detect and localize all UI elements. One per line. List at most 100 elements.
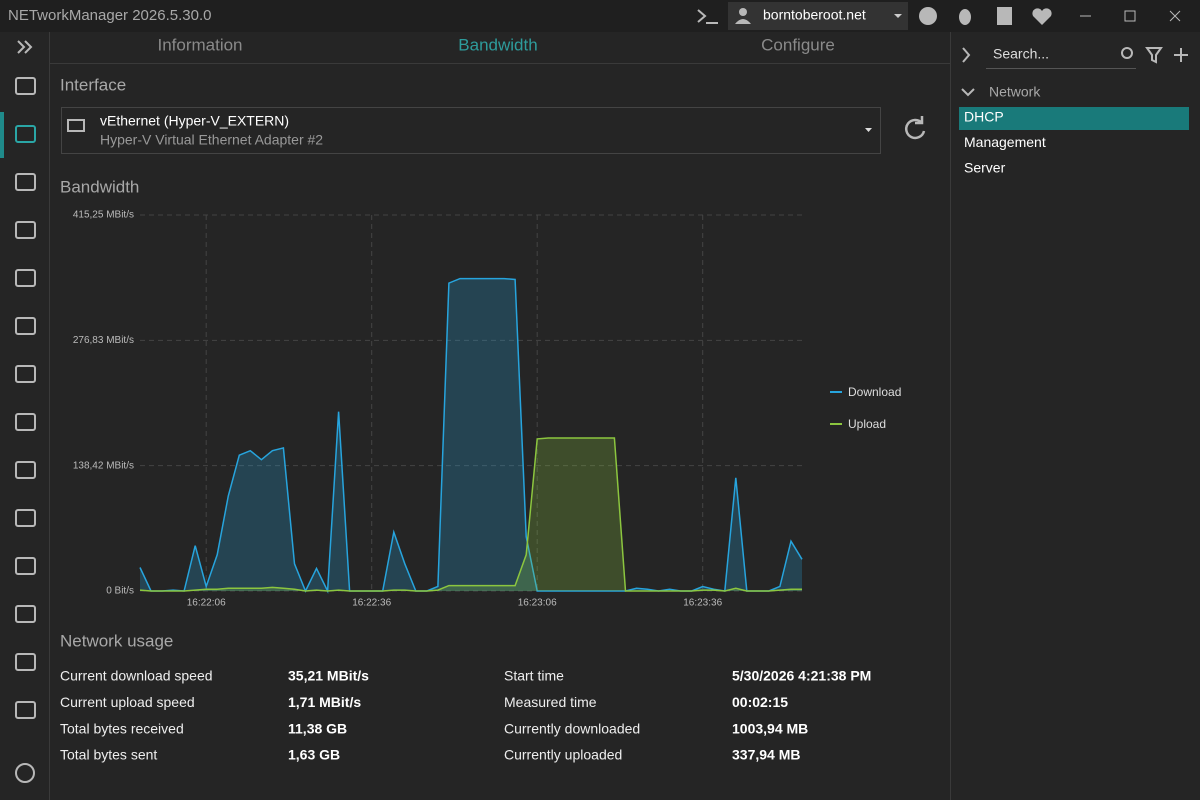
usage-label: Total bytes sent xyxy=(60,747,157,763)
tool-icon[interactable] xyxy=(15,509,36,527)
area-fill xyxy=(140,278,802,591)
usage-label: Currently uploaded xyxy=(504,747,622,763)
usage-table: Current download speed 35,21 MBit/s Start … xyxy=(60,668,871,763)
tool-icon[interactable] xyxy=(15,701,36,719)
settings-icon[interactable] xyxy=(15,763,35,783)
y-tick-label: 0 Bit/s xyxy=(106,586,134,597)
close-button[interactable] xyxy=(1169,10,1181,22)
nav-icon[interactable] xyxy=(15,763,35,783)
filter-icon[interactable] xyxy=(1145,47,1163,64)
section-title: Network usage xyxy=(60,631,173,650)
usage-value: 11,38 GB xyxy=(288,720,347,736)
legend-label: Upload xyxy=(848,417,886,431)
y-tick-label: 415,25 MBit/s xyxy=(73,210,134,221)
nav-active-bar xyxy=(0,112,4,158)
nav-icon[interactable] xyxy=(15,77,36,95)
selected-item xyxy=(959,107,1189,130)
nav-icon[interactable] xyxy=(15,413,36,431)
heart-icon[interactable] xyxy=(1032,8,1052,26)
adapter-icon xyxy=(67,119,85,132)
usage-value: 1,63 GB xyxy=(288,747,340,763)
group-chevron[interactable] xyxy=(961,88,975,97)
usage-label: Total bytes received xyxy=(60,720,184,736)
tool-icon[interactable] xyxy=(15,269,36,287)
user-box[interactable] xyxy=(728,2,908,30)
nav-icon[interactable] xyxy=(15,173,36,191)
usage-value: 00:02:15 xyxy=(732,694,788,710)
tab-active[interactable]: Bandwidth xyxy=(458,35,537,54)
nav-icon[interactable] xyxy=(15,653,36,671)
terminal-icon[interactable] xyxy=(697,9,718,24)
nav-icon[interactable] xyxy=(15,269,36,287)
legend-label: Download xyxy=(848,385,901,399)
tool-icon[interactable] xyxy=(15,125,36,143)
usage-label: Current download speed xyxy=(60,668,213,684)
nav-icon[interactable] xyxy=(15,221,36,239)
search-icon[interactable] xyxy=(1121,47,1133,59)
usage-value: 1,71 MBit/s xyxy=(288,694,361,710)
nav-icon[interactable] xyxy=(15,605,36,623)
refresh-button[interactable] xyxy=(904,116,926,140)
chart-title: Bandwidth xyxy=(60,177,139,196)
usage-value: 337,94 MB xyxy=(732,747,800,763)
profile-item[interactable]: Management xyxy=(964,134,1046,150)
nav-icon[interactable] xyxy=(15,461,36,479)
x-tick-label: 16:23:06 xyxy=(518,598,557,609)
tool-icon[interactable] xyxy=(15,413,36,431)
tab[interactable]: Configure xyxy=(761,35,835,54)
usage-value: 1003,94 MB xyxy=(732,720,808,736)
user-caret[interactable] xyxy=(894,14,902,18)
bandwidth-chart: 0 Bit/s 138,42 MBit/s 276,83 MBit/s 415,25 … xyxy=(73,210,902,609)
nav-icon[interactable] xyxy=(15,317,36,335)
nav-icon[interactable] xyxy=(15,509,36,527)
usage-value: 5/30/2026 4:21:38 PM xyxy=(732,668,871,684)
docs-icon[interactable] xyxy=(997,7,1012,25)
x-tick-label: 16:22:06 xyxy=(187,598,226,609)
x-tick-label: 16:22:36 xyxy=(352,598,391,609)
tool-icon[interactable] xyxy=(15,365,36,383)
user-icon-body xyxy=(735,19,751,24)
title-icons[interactable]: borntoberoot.net xyxy=(697,2,1181,30)
interface-description[interactable]: Hyper-V Virtual Ethernet Adapter #2 xyxy=(100,132,323,148)
github-icon[interactable] xyxy=(919,7,937,25)
user-name[interactable]: borntoberoot.net xyxy=(763,7,866,23)
usage-label: Measured time xyxy=(504,694,597,710)
user-icon xyxy=(739,8,747,16)
tool-icon[interactable] xyxy=(15,317,36,335)
nav-icon[interactable] xyxy=(15,125,36,143)
app-title: NETworkManager 2026.5.30.0 xyxy=(8,7,211,24)
usage-label: Currently downloaded xyxy=(504,720,640,736)
tool-icon[interactable] xyxy=(15,221,36,239)
tool-icon[interactable] xyxy=(15,605,36,623)
nav-icon[interactable] xyxy=(15,365,36,383)
x-tick-label: 16:23:36 xyxy=(683,598,722,609)
nav-icon[interactable] xyxy=(15,557,36,575)
usage-value: 35,21 MBit/s xyxy=(288,668,369,684)
y-tick-label: 276,83 MBit/s xyxy=(73,335,134,346)
section-title: Interface xyxy=(60,75,126,94)
dropdown-caret[interactable] xyxy=(865,128,872,132)
interface-dropdown[interactable] xyxy=(61,107,881,154)
interface-name[interactable]: vEthernet (Hyper-V_EXTERN) xyxy=(100,113,289,129)
expand-nav[interactable] xyxy=(17,40,33,54)
tool-icon[interactable] xyxy=(15,557,36,575)
group-header[interactable]: Network xyxy=(989,84,1041,100)
nav-icon[interactable] xyxy=(15,701,36,719)
series-line xyxy=(139,437,802,592)
bug-icon[interactable] xyxy=(959,9,971,25)
add-icon[interactable] xyxy=(1174,48,1188,62)
tool-icon[interactable] xyxy=(15,173,36,191)
maximize-button[interactable] xyxy=(1124,10,1136,22)
profile-item[interactable]: DHCP xyxy=(964,109,1004,125)
tool-icon[interactable] xyxy=(15,77,36,95)
search-box[interactable]: Search... xyxy=(993,46,1049,62)
collapse-panel[interactable] xyxy=(962,47,971,63)
nav-icons[interactable] xyxy=(15,77,36,783)
tab[interactable]: Information xyxy=(157,35,242,54)
tool-icon[interactable] xyxy=(15,461,36,479)
profile-item[interactable]: Server xyxy=(964,160,1006,176)
usage-label: Current upload speed xyxy=(60,694,195,710)
tool-icon[interactable] xyxy=(15,653,36,671)
